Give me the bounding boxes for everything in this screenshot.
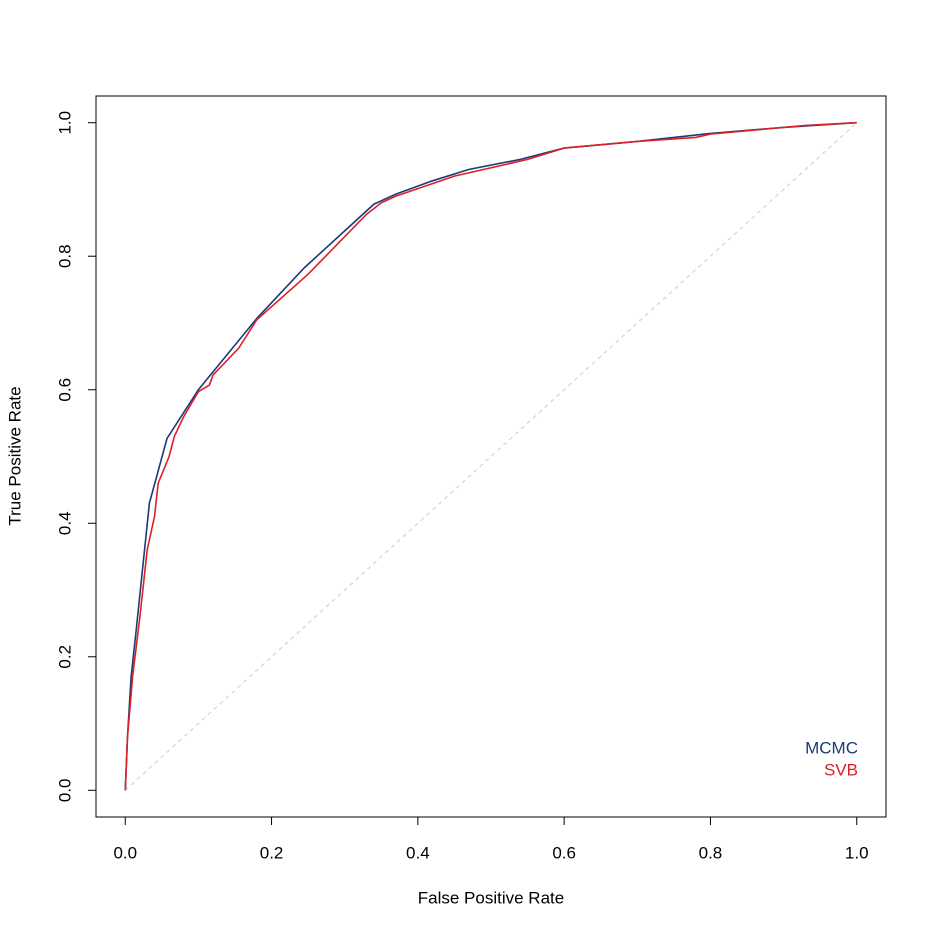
x-tick-label: 1.0 [845,843,869,862]
x-axis-label: False Positive Rate [418,888,564,907]
y-tick-label: 0.0 [55,778,74,802]
legend-label: MCMC [805,738,858,757]
x-tick-label: 0.2 [260,843,284,862]
x-tick-label: 0.0 [113,843,137,862]
y-tick-label: 0.8 [55,244,74,268]
x-tick-label: 0.4 [406,843,430,862]
y-tick-label: 0.2 [55,645,74,669]
roc-line [124,121,857,791]
y-axis-label: True Positive Rate [5,386,24,525]
x-tick-label: 0.6 [552,843,576,862]
y-tick-label: 0.4 [55,511,74,535]
y-tick-label: 1.0 [55,111,74,135]
legend-label: SVB [824,760,858,779]
x-tick-label: 0.8 [699,843,723,862]
y-tick-label: 0.6 [55,378,74,402]
reference-line [124,122,858,791]
